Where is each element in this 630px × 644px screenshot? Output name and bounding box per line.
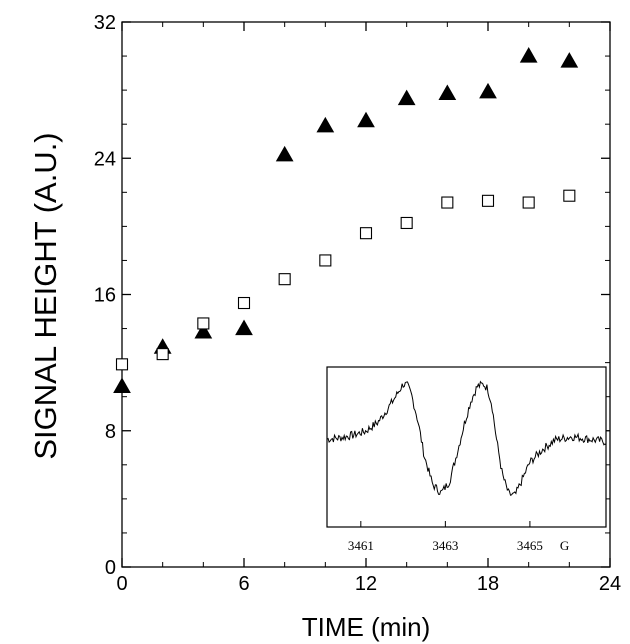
x-tick-label: 18 bbox=[477, 573, 499, 595]
x-tick-label: 12 bbox=[355, 573, 377, 595]
y-axis-title: SIGNAL HEIGHT (A.U.) bbox=[28, 132, 63, 459]
x-tick-label: 0 bbox=[116, 573, 127, 595]
y-tick-label: 32 bbox=[94, 12, 116, 34]
square-point bbox=[115, 358, 129, 371]
inset-tick-label: 3465 bbox=[517, 538, 543, 553]
square-point bbox=[197, 317, 210, 330]
spectrum-line bbox=[326, 380, 607, 496]
square-point bbox=[400, 216, 413, 230]
square-point bbox=[441, 196, 454, 209]
triangle-point bbox=[275, 145, 294, 162]
tick-labels: 0 6 12 18 24 0 8 16 24 32 bbox=[94, 12, 621, 595]
square-point bbox=[522, 196, 535, 209]
inset-unit-label: G bbox=[560, 538, 569, 553]
triangle-point bbox=[438, 84, 457, 101]
inset-tick-label: 3463 bbox=[432, 538, 458, 553]
square-point bbox=[563, 189, 576, 202]
y-tick-label: 16 bbox=[94, 285, 116, 307]
triangle-point bbox=[235, 319, 253, 336]
triangle-point bbox=[519, 47, 538, 63]
triangle-point bbox=[560, 52, 579, 68]
square-point bbox=[237, 296, 251, 310]
tick-marks bbox=[121, 21, 611, 568]
y-tick-label: 24 bbox=[94, 148, 116, 170]
triangle-point bbox=[316, 116, 335, 133]
data-points bbox=[113, 47, 579, 393]
x-tick-label: 6 bbox=[238, 573, 249, 595]
square-point bbox=[359, 227, 373, 240]
x-axis-title: TIME (min) bbox=[302, 612, 431, 642]
triangle-point bbox=[397, 89, 416, 106]
square-point bbox=[481, 194, 495, 207]
y-tick-label: 0 bbox=[105, 557, 116, 579]
triangle-point bbox=[194, 322, 213, 339]
y-tick-label: 8 bbox=[105, 421, 116, 443]
inset-frame bbox=[326, 366, 607, 528]
inset-spectrum: 3461 3463 3465 G bbox=[326, 366, 607, 553]
square-point bbox=[278, 273, 291, 286]
x-tick-label: 24 bbox=[599, 573, 621, 595]
triangle-point bbox=[113, 377, 131, 393]
square-point bbox=[319, 254, 332, 267]
inset-tick-label: 3461 bbox=[348, 538, 374, 553]
triangle-point bbox=[479, 82, 497, 99]
square-point bbox=[156, 348, 169, 361]
triangle-point bbox=[357, 111, 375, 128]
